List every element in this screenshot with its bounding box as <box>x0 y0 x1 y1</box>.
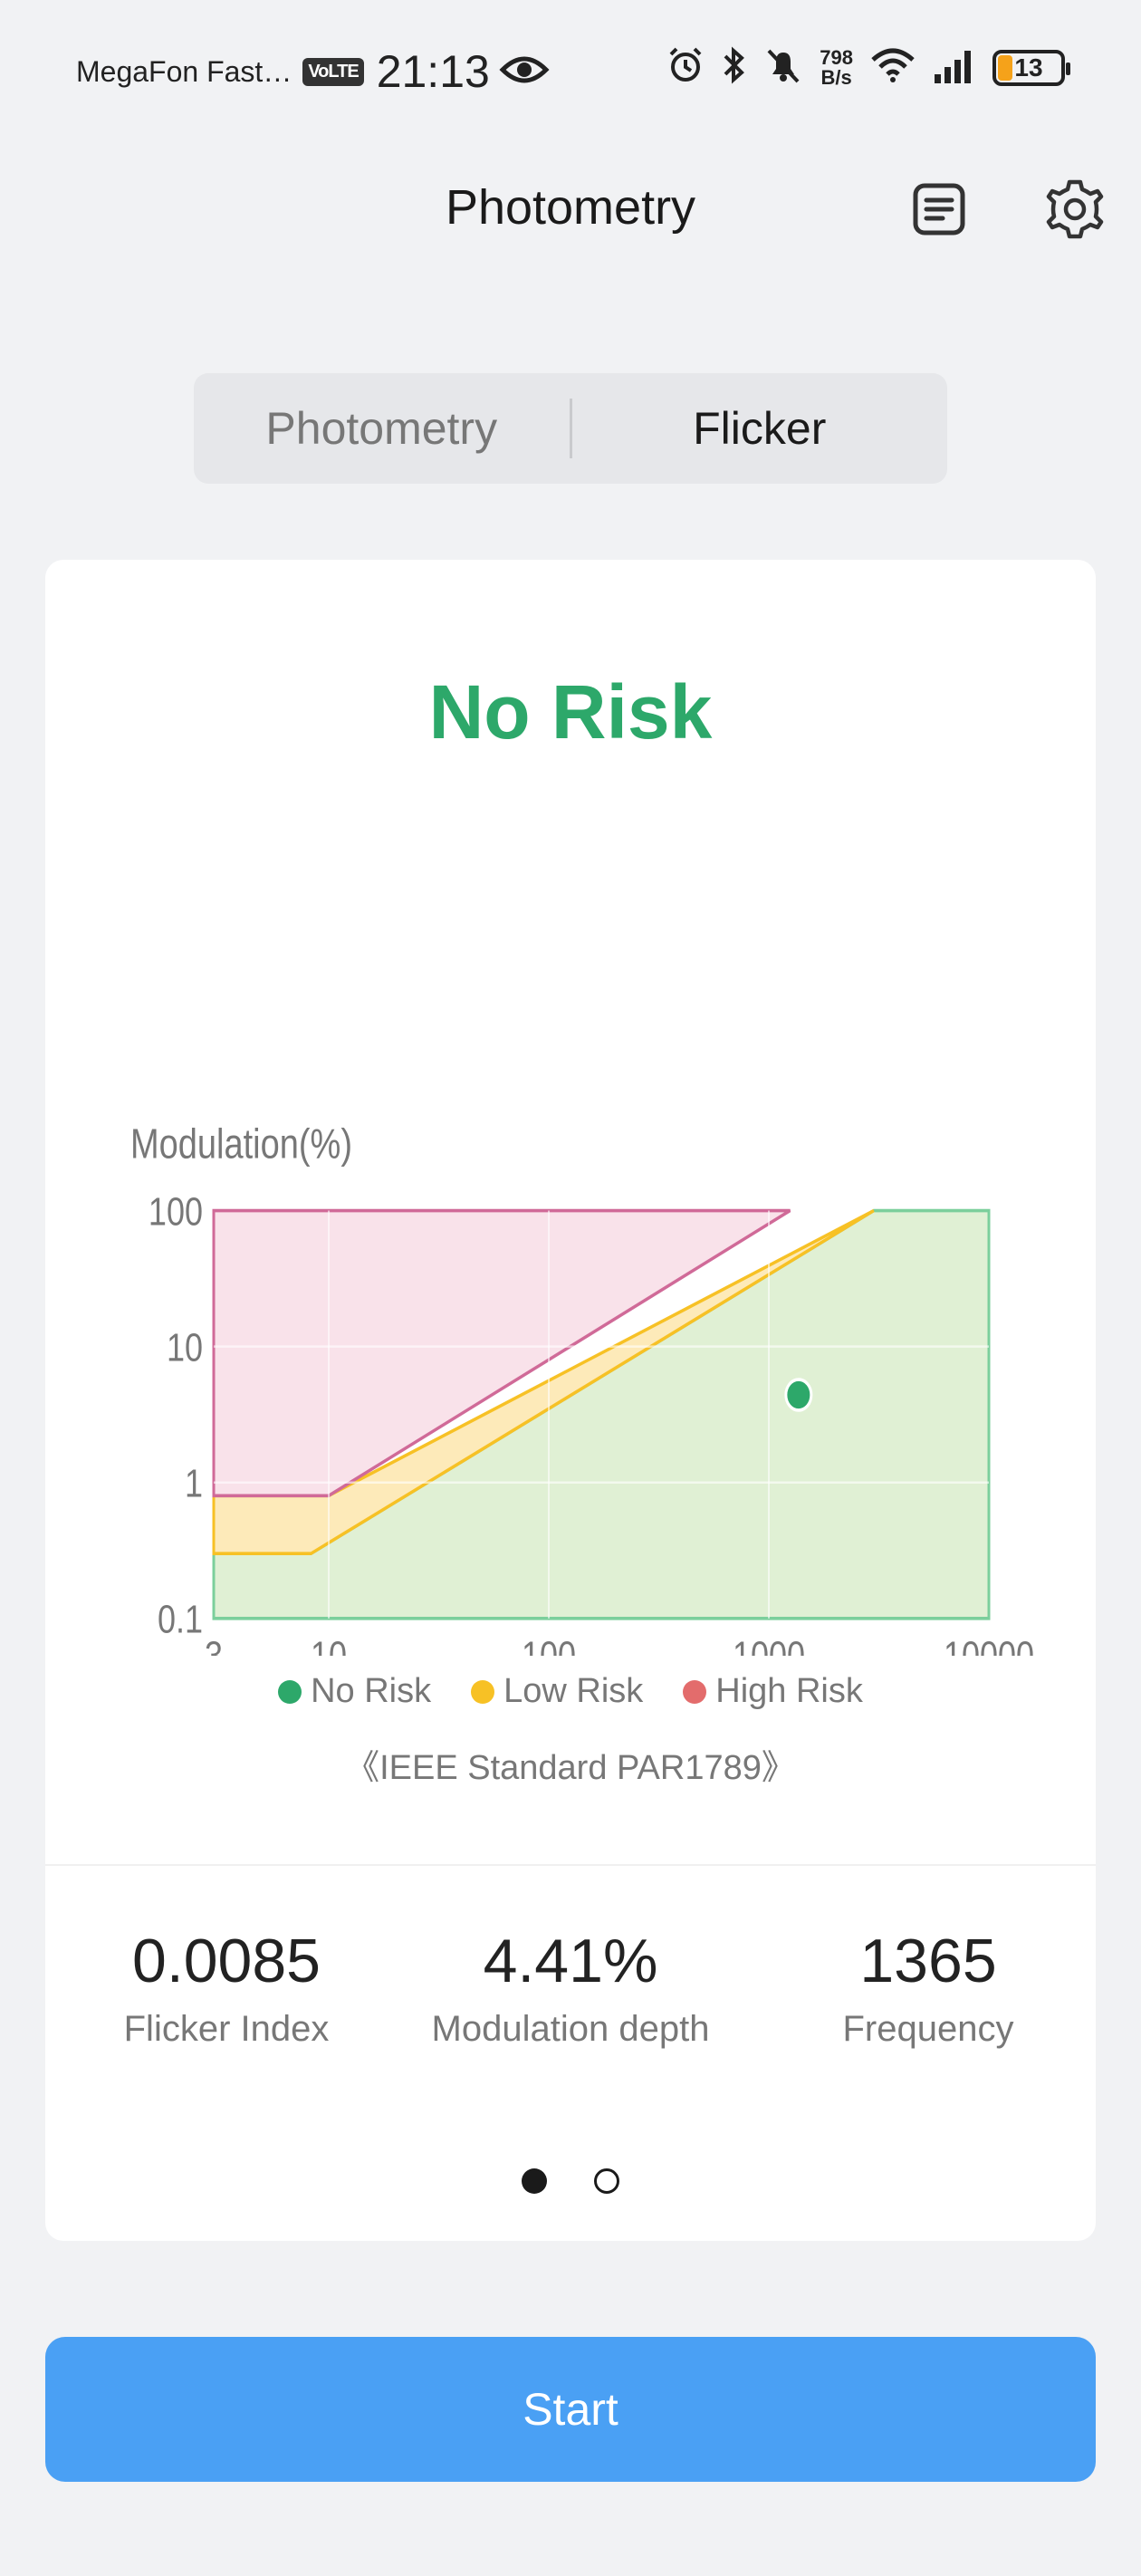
page-indicator <box>45 2168 1096 2194</box>
x-tick-label-4: 10000 <box>944 1634 1034 1656</box>
start-button[interactable]: Start <box>45 2337 1096 2482</box>
mode-tabs: Photometry Flicker <box>194 373 947 484</box>
status-left: MegaFon Fast… VoLTE 21:13 <box>76 45 550 98</box>
legend-label-no-risk: No Risk <box>311 1672 432 1710</box>
risk-status: No Risk <box>428 669 713 755</box>
modulation-depth-label: Modulation depth <box>431 2009 710 2049</box>
y-tick-label-3: 0.1 <box>158 1598 203 1641</box>
metric-frequency: 1365 Frequency <box>797 1926 1060 2050</box>
x-tick-label-2: 100 <box>522 1634 576 1656</box>
standard-reference: 《IEEE Standard PAR1789》 <box>345 1749 796 1787</box>
status-bar: MegaFon Fast… VoLTE 21:13 798 B/s 13 <box>0 0 1141 145</box>
tab-photometry[interactable]: Photometry <box>265 403 498 454</box>
net-speed: 798 B/s <box>820 45 853 89</box>
measurement-point <box>784 1378 813 1412</box>
page-dot-1[interactable] <box>522 2168 547 2194</box>
volte-badge: VoLTE <box>302 57 364 86</box>
page-dot-2[interactable] <box>594 2168 619 2194</box>
legend-label-high-risk: High Risk <box>715 1672 863 1710</box>
alarm-icon <box>666 45 705 90</box>
y-tick-label-1: 10 <box>167 1326 203 1370</box>
settings-button[interactable] <box>1043 178 1107 241</box>
signal-icon <box>933 47 976 88</box>
legend-dot-high-risk <box>683 1679 707 1704</box>
tab-flicker[interactable]: Flicker <box>693 403 827 454</box>
legend-label-low-risk: Low Risk <box>503 1672 644 1710</box>
legend-item-high-risk: High Risk <box>683 1672 863 1711</box>
eye-icon <box>499 53 550 91</box>
legend-item-low-risk: Low Risk <box>471 1672 643 1711</box>
x-tick-label-0: 3 <box>205 1634 223 1656</box>
battery-fill <box>998 54 1012 81</box>
x-tick-label-3: 1000 <box>733 1634 805 1656</box>
status-right: 798 B/s 13 <box>666 45 1070 90</box>
card-divider <box>45 1864 1096 1866</box>
modulation-depth-value: 4.41% <box>483 1927 658 1995</box>
legend-dot-low-risk <box>471 1679 495 1704</box>
bluetooth-icon <box>722 45 747 90</box>
legend-dot-no-risk <box>278 1679 302 1704</box>
battery-icon: 13 <box>992 49 1070 86</box>
mute-icon <box>763 45 803 90</box>
battery-level: 13 <box>1014 53 1043 82</box>
flicker-risk-chart: Modulation(%)1001010.1310100100010000Fre… <box>130 1120 1034 1656</box>
clock: 21:13 <box>376 46 490 97</box>
metric-flicker-index: 0.0085 Flicker Index <box>82 1926 371 2050</box>
metric-modulation-depth: 4.41% Modulation depth <box>408 1926 734 2050</box>
flicker-index-value: 0.0085 <box>132 1927 321 1995</box>
x-tick-label-1: 10 <box>311 1634 347 1656</box>
flicker-card: No Risk Modulation(%) 100 10 1 0.13 10 100 1000… <box>45 560 1096 2241</box>
frequency-label: Frequency <box>842 2009 1014 2049</box>
y-tick-label-2: 1 <box>185 1462 203 1505</box>
net-speed-unit: B/s <box>820 65 852 89</box>
report-icon <box>913 183 965 235</box>
tab-divider <box>569 399 572 458</box>
report-button[interactable] <box>907 178 971 241</box>
y-axis-label: Modulation(%) <box>130 1120 352 1167</box>
gear-icon <box>1046 179 1104 239</box>
y-tick-label-0: 100 <box>149 1190 203 1234</box>
flicker-index-label: Flicker Index <box>123 2009 330 2049</box>
legend-item-no-risk: No Risk <box>278 1672 431 1711</box>
page-title: Photometry <box>445 180 696 235</box>
carrier-name: MegaFon Fast… <box>76 54 292 88</box>
wifi-icon <box>869 47 916 88</box>
frequency-value: 1365 <box>859 1927 997 1995</box>
net-speed-value: 798 <box>820 45 853 69</box>
chart-legend: No Risk Low Risk High Risk <box>45 1672 1096 1711</box>
